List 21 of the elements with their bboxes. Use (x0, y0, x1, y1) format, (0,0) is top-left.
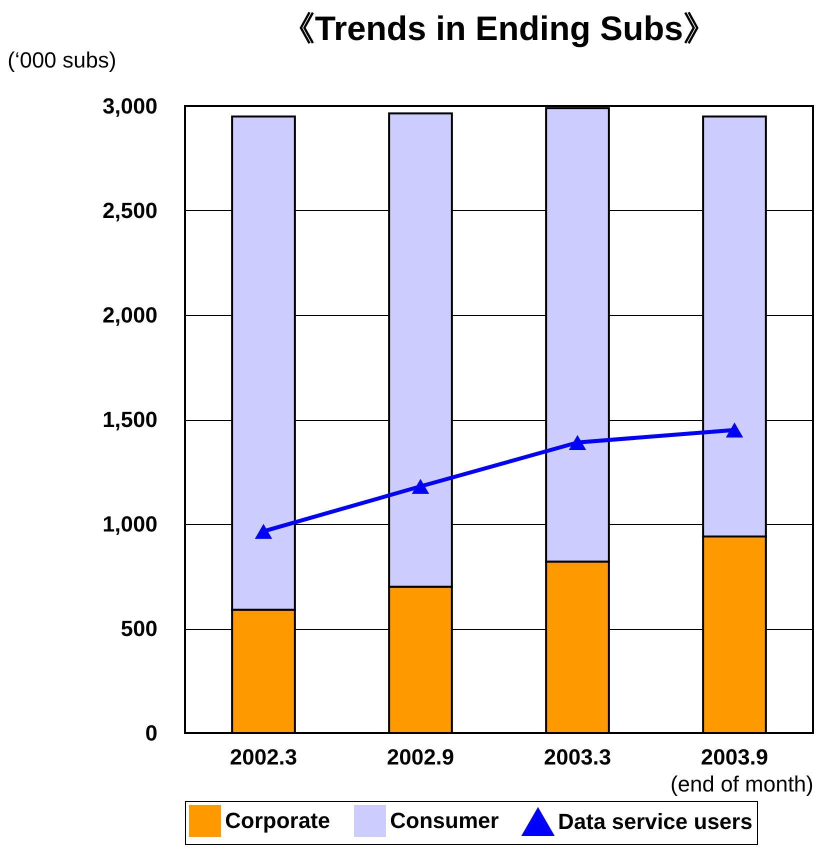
x-tick-label: 2002.3 (230, 744, 298, 770)
y-tick-label: 500 (120, 616, 158, 641)
y-axis-title: (‘000 subs) (8, 48, 116, 72)
point (568, 434, 586, 450)
point (412, 478, 430, 494)
legend-label: Corporate (225, 808, 330, 833)
chart-title: 《Trends in Ending Subs》 (280, 10, 718, 48)
point (254, 524, 272, 539)
point (726, 422, 744, 438)
x-tick-label: 2003.9 (700, 744, 768, 770)
y-tick-label: 1,500 (102, 407, 158, 432)
y-tick-label: 2,500 (102, 198, 158, 223)
y-tick-label: 0 (145, 720, 158, 746)
x-tick-label: 2002.9 (386, 744, 454, 770)
y-tick-label: 1,000 (102, 512, 158, 536)
y-tick-label: 3,000 (102, 94, 158, 118)
legend-label: Data service users (558, 809, 752, 834)
y-tick-label: 2,000 (102, 302, 158, 328)
x-tick-label: 2003.3 (544, 744, 612, 770)
text: (end of month) (670, 772, 814, 796)
legend-label: Consumer (390, 808, 500, 833)
